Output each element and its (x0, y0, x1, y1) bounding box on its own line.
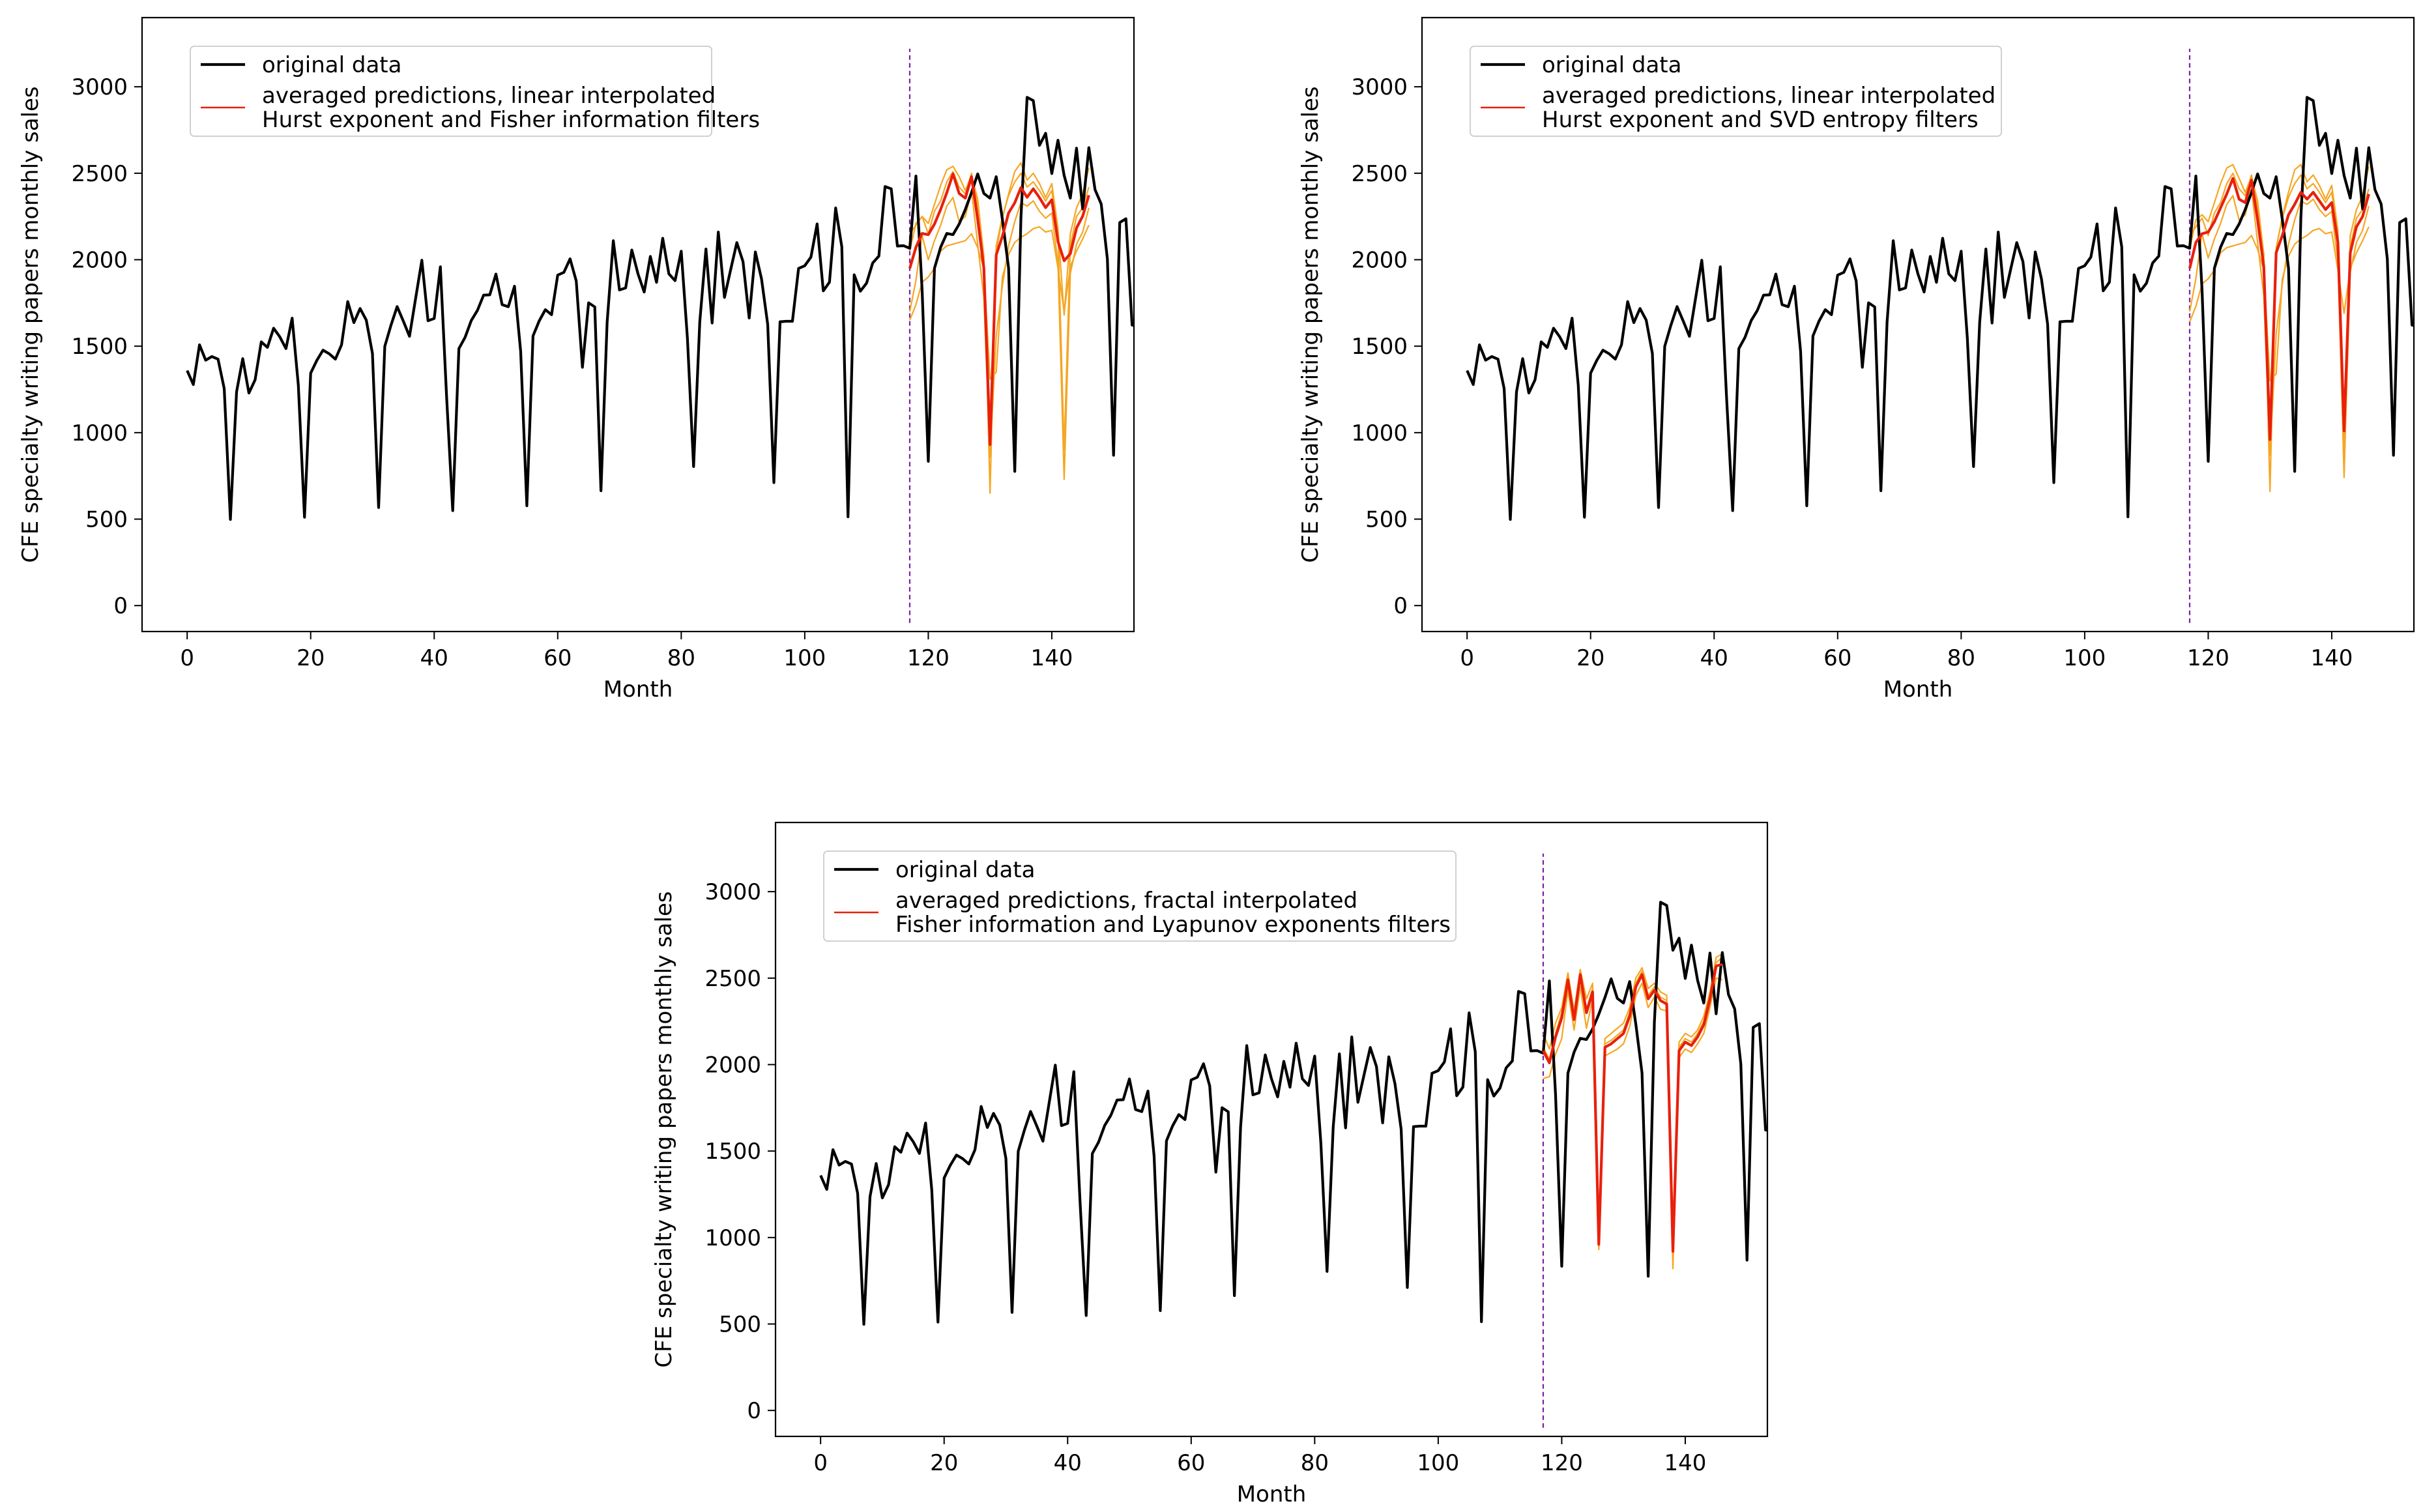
y-axis-label: CFE specialty writing papers monthly sal… (651, 891, 677, 1367)
panel-bottom: 0 20 40 60 80 100 120 140 0 500 1000 1500 2000 2500 30… (651, 821, 1769, 1507)
legend-box (190, 46, 712, 137)
panel-top-right: 0 20 40 60 80 100 120 140 0 500 1000 1500 2000 2500 30… (1298, 16, 2415, 703)
legend-original-label: original data (262, 52, 401, 78)
x-tick-label: 140 (1664, 1450, 1707, 1476)
plot-area (819, 853, 1767, 1428)
legend-original-label: original data (895, 857, 1035, 883)
prediction-member-line (909, 171, 1090, 454)
y-tick-label: 1000 (704, 1225, 761, 1251)
x-tick-label: 100 (1417, 1450, 1459, 1476)
x-tick-label: 0 (813, 1450, 828, 1476)
original-data-line (1466, 96, 2414, 521)
x-tick-label: 40 (1054, 1450, 1082, 1476)
x-tick-label: 60 (1823, 645, 1851, 671)
averaged-prediction-line (2188, 177, 2370, 441)
x-tick-label: 40 (1700, 645, 1728, 671)
y-tick-label: 1500 (1351, 334, 1408, 360)
x-tick-label: 60 (1177, 1450, 1205, 1476)
legend-prediction-label-line2: Hurst exponent and Fisher information fi… (262, 107, 760, 133)
y-axis-label: CFE specialty writing papers monthly sal… (1298, 86, 1324, 562)
y-tick-label: 2500 (1351, 161, 1408, 187)
x-tick-label: 100 (783, 645, 826, 671)
original-data-line (186, 96, 1134, 521)
x-tick-label: 0 (1460, 645, 1474, 671)
panel-top-left: 0 20 40 60 80 100 120 140 0 500 1000 1500 2000 2500 30… (18, 16, 1135, 703)
prediction-member-line (908, 190, 1090, 480)
y-tick-label: 2000 (704, 1052, 761, 1078)
x-tick-label: 20 (1576, 645, 1604, 671)
x-tick-label: 120 (907, 645, 950, 671)
y-tick-label: 2500 (704, 966, 761, 992)
y-tick-label: 3000 (1351, 74, 1408, 100)
legend-prediction-label-line2: Hurst exponent and SVD entropy filters (1542, 107, 1979, 133)
y-tick-label: 0 (747, 1398, 761, 1424)
prediction-member-line (1543, 977, 1723, 1270)
y-tick-label: 2000 (71, 247, 128, 273)
legend-box (823, 850, 1457, 942)
y-tick-label: 3000 (71, 74, 128, 100)
x-tick-label: 140 (1031, 645, 1073, 671)
legend-prediction-label-line1: averaged predictions, linear interpolate… (262, 83, 716, 109)
averaged-prediction-line (1542, 963, 1723, 1253)
x-axis-label: Month (1237, 1481, 1307, 1507)
y-tick-label: 500 (1365, 507, 1408, 533)
x-tick-label: 60 (544, 645, 572, 671)
y-tick-label: 2000 (1351, 247, 1408, 273)
x-tick-label: 80 (1301, 1450, 1329, 1476)
legend-box (1470, 46, 2002, 137)
y-tick-label: 1000 (1351, 420, 1408, 446)
y-tick-label: 1500 (704, 1139, 761, 1165)
original-data-line (819, 901, 1767, 1326)
x-tick-label: 40 (420, 645, 448, 671)
x-tick-label: 0 (180, 645, 194, 671)
y-tick-label: 500 (719, 1312, 761, 1338)
averaged-prediction-line (908, 172, 1090, 446)
x-axis-label: Month (1883, 676, 1953, 703)
y-tick-label: 500 (85, 507, 128, 533)
x-tick-label: 140 (2311, 645, 2353, 671)
x-tick-label: 120 (2187, 645, 2229, 671)
x-tick-label: 80 (1947, 645, 1975, 671)
y-tick-label: 0 (113, 593, 128, 619)
y-tick-label: 2500 (71, 161, 128, 187)
x-axis-label: Month (603, 676, 673, 703)
y-tick-label: 1000 (71, 420, 128, 446)
plot-area (186, 48, 1134, 623)
x-tick-label: 20 (297, 645, 325, 671)
plot-area (1466, 48, 2414, 623)
legend-prediction-label-line1: averaged predictions, fractal interpolat… (895, 888, 1357, 914)
y-axis-label: CFE specialty writing papers monthly sal… (18, 86, 44, 562)
legend-original-label: original data (1542, 52, 1681, 78)
x-tick-label: 120 (1541, 1450, 1583, 1476)
y-tick-label: 3000 (704, 879, 761, 905)
y-tick-label: 0 (1393, 593, 1408, 619)
y-tick-label: 1500 (71, 334, 128, 360)
legend-prediction-label-line1: averaged predictions, linear interpolate… (1542, 83, 1995, 109)
legend-prediction-label-line2: Fisher information and Lyapunov exponent… (895, 912, 1451, 938)
x-tick-label: 80 (667, 645, 695, 671)
x-tick-label: 100 (2063, 645, 2106, 671)
x-tick-label: 20 (930, 1450, 958, 1476)
